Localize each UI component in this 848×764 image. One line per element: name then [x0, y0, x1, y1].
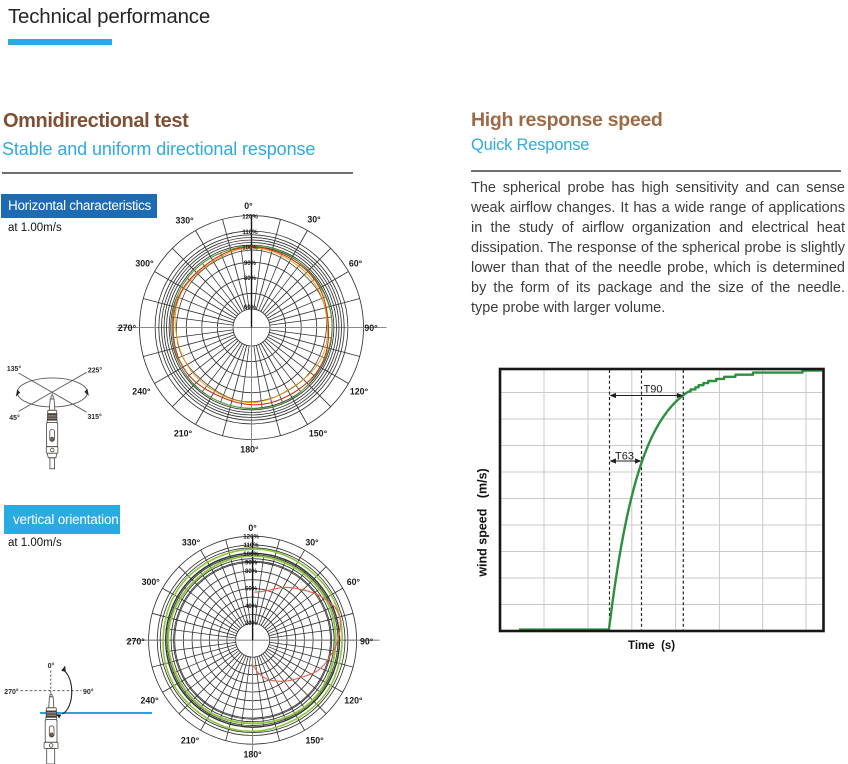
svg-text:135°: 135° [7, 365, 21, 373]
svg-text:270°: 270° [127, 637, 146, 647]
svg-text:90°: 90° [364, 323, 378, 333]
svg-text:120%: 120% [242, 214, 258, 221]
svg-text:240°: 240° [140, 696, 159, 706]
svg-text:180°: 180° [240, 445, 259, 455]
svg-text:0°: 0° [248, 523, 257, 533]
svg-text:60%: 60% [245, 586, 258, 593]
svg-text:210°: 210° [174, 429, 193, 439]
svg-text:0°: 0° [48, 662, 55, 670]
svg-text:110%: 110% [242, 229, 258, 236]
svg-text:30°: 30° [307, 215, 321, 225]
svg-text:270°: 270° [118, 323, 137, 333]
svg-text:330°: 330° [175, 216, 194, 226]
svg-text:T90: T90 [644, 384, 663, 396]
svg-text:90%: 90% [245, 560, 258, 567]
svg-text:80%: 80% [244, 275, 257, 282]
svg-text:wind speed (m/s): wind speed (m/s) [476, 468, 490, 577]
svg-text:60%: 60% [244, 304, 257, 311]
svg-text:Time (s): Time (s) [628, 640, 675, 652]
svg-text:110%: 110% [243, 542, 259, 549]
svg-text:30°: 30° [305, 538, 319, 548]
svg-text:330°: 330° [182, 538, 201, 548]
svg-text:0°: 0° [244, 201, 253, 211]
svg-text:90°: 90° [83, 688, 94, 696]
svg-text:100%: 100% [242, 244, 258, 251]
svg-text:120%: 120% [243, 533, 259, 540]
svg-text:100%: 100% [243, 551, 259, 558]
svg-text:180°: 180° [243, 750, 262, 760]
svg-text:270°: 270° [4, 688, 19, 696]
svg-text:90%: 90% [244, 260, 257, 267]
svg-text:225°: 225° [88, 367, 102, 375]
svg-text:40%: 40% [245, 603, 258, 610]
svg-text:300°: 300° [142, 577, 161, 587]
svg-text:120°: 120° [350, 387, 369, 397]
svg-text:300°: 300° [135, 259, 154, 269]
svg-text:210°: 210° [181, 735, 200, 745]
svg-text:315°: 315° [87, 413, 101, 421]
svg-text:240°: 240° [132, 387, 151, 397]
svg-text:45°: 45° [9, 414, 20, 422]
svg-text:60°: 60° [349, 259, 363, 269]
svg-text:T63: T63 [615, 451, 634, 463]
svg-text:90°: 90° [360, 637, 374, 647]
svg-text:150°: 150° [309, 429, 328, 439]
svg-text:80%: 80% [245, 568, 258, 575]
svg-text:150°: 150° [305, 735, 324, 745]
svg-text:60°: 60° [347, 577, 361, 587]
svg-text:20%: 20% [245, 620, 258, 627]
svg-text:120°: 120° [344, 696, 363, 706]
